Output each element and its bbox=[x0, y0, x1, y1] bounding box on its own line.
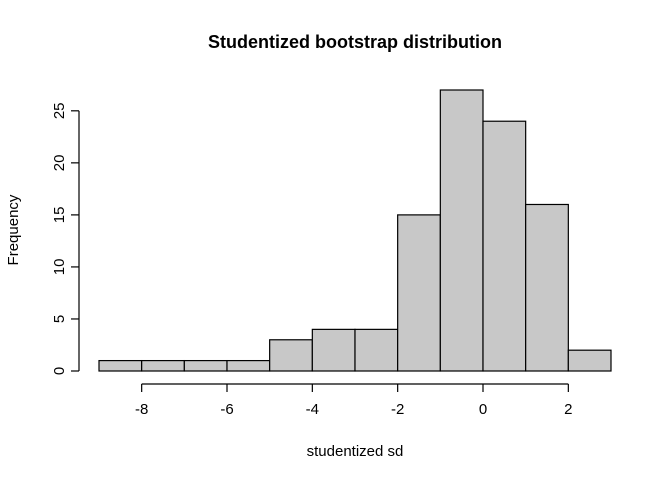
bars-group bbox=[98, 89, 612, 372]
y-tick-label: 0 bbox=[51, 367, 68, 375]
histogram-bar-8 bbox=[439, 89, 484, 372]
y-tick-label: 25 bbox=[51, 102, 68, 119]
y-tick-label: 20 bbox=[51, 155, 68, 172]
histogram-bar-3 bbox=[226, 359, 271, 372]
histogram-bar-0 bbox=[98, 359, 143, 372]
y-tick-label: 5 bbox=[51, 315, 68, 323]
histogram-bar-11 bbox=[567, 349, 612, 372]
x-tick-label: -6 bbox=[220, 401, 233, 418]
y-axis-label: Frequency bbox=[5, 194, 22, 265]
histogram-bar-4 bbox=[269, 339, 313, 372]
x-tick-label: -4 bbox=[306, 401, 319, 418]
x-axis: -8 -6 -4 -2 0 2 bbox=[135, 383, 573, 418]
chart-title: Studentized bootstrap distribution bbox=[208, 32, 502, 52]
histogram-bar-5 bbox=[311, 328, 356, 372]
y-axis: 0 5 10 15 20 25 bbox=[51, 102, 80, 375]
x-tick-label: -2 bbox=[391, 401, 404, 418]
histogram-bar-10 bbox=[525, 203, 569, 372]
histogram-bar-6 bbox=[354, 328, 399, 372]
histogram-bar-9 bbox=[482, 120, 527, 372]
x-axis-label: studentized sd bbox=[307, 443, 404, 460]
histogram-bar-7 bbox=[397, 214, 441, 372]
x-tick-label: 2 bbox=[564, 401, 572, 418]
y-tick-label: 15 bbox=[51, 207, 68, 224]
x-tick-label: -8 bbox=[135, 401, 148, 418]
histogram-bar-1 bbox=[141, 359, 185, 372]
y-tick-label: 10 bbox=[51, 259, 68, 276]
histogram-bar-2 bbox=[183, 359, 228, 372]
x-tick-label: 0 bbox=[479, 401, 487, 418]
